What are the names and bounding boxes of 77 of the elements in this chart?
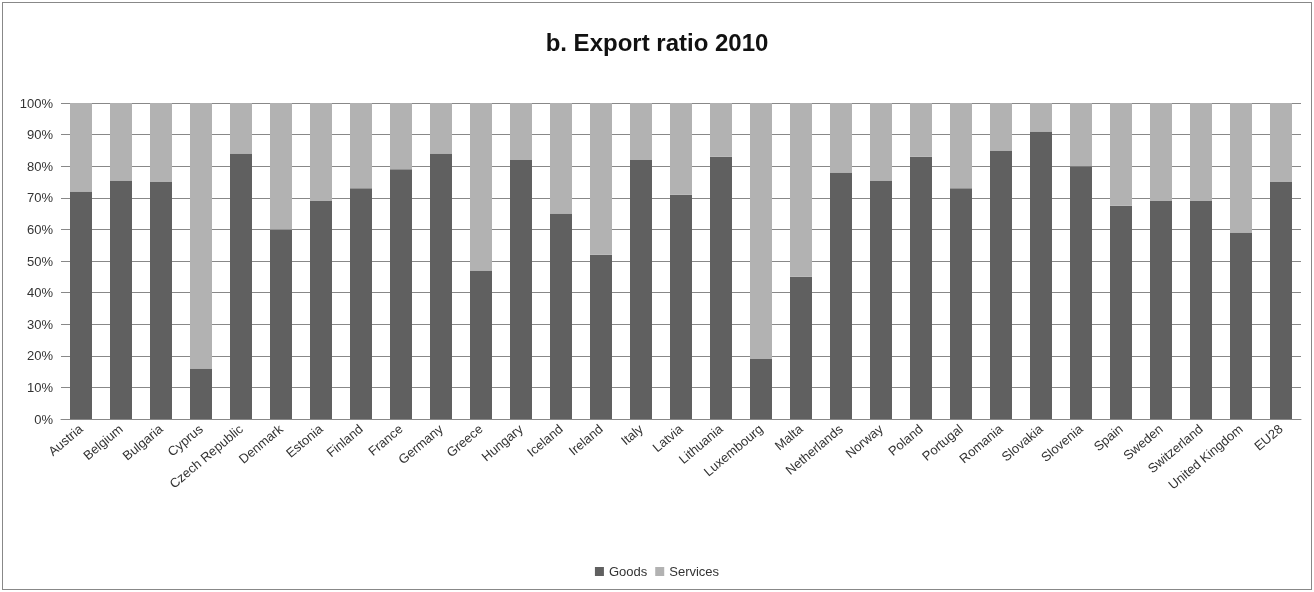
x-tick-label: Italy [617,420,647,449]
bar [750,358,772,419]
bar [1110,205,1132,419]
bar [1150,200,1172,419]
bar [550,213,572,419]
bar [270,229,292,419]
bar [310,200,332,419]
y-tick-label: 60% [26,221,54,237]
bar [950,103,972,189]
bar [430,103,452,154]
bar [590,254,612,419]
bar [870,180,892,419]
bar [510,103,532,160]
bar [150,182,172,419]
bar [1230,232,1252,419]
bar [1270,182,1292,419]
bar [1270,103,1292,182]
bar [790,103,812,277]
bar [470,270,492,419]
bar [510,159,532,419]
y-tick-label: 70% [26,190,54,206]
bar [910,156,932,419]
bar [350,188,372,419]
bar [630,159,652,419]
bar [150,103,172,182]
bar [390,103,412,170]
bar [830,172,852,419]
bar [670,103,692,195]
bar [1230,103,1252,233]
bar [1070,103,1092,167]
bar [870,103,892,181]
y-tick-label: 10% [26,379,54,395]
bar [590,103,612,255]
bar [70,191,92,419]
bar [310,103,332,201]
bar [230,103,252,154]
y-tick-label: 20% [26,348,54,364]
bar [390,169,412,419]
bar [470,103,492,271]
y-tick-label: 90% [26,127,54,143]
bar [750,103,772,359]
bar [990,103,1012,151]
bar [110,103,132,181]
bar [190,103,212,369]
bar [990,150,1012,419]
bar [230,153,252,419]
y-tick-label: 0% [34,411,54,427]
bar [950,188,972,419]
bar [710,103,732,157]
bar [1190,103,1212,201]
bar [70,103,92,192]
y-tick-label: 30% [26,316,54,332]
y-tick-label: 40% [26,285,54,301]
bar [550,103,572,214]
bar [270,103,292,230]
y-tick-label: 50% [26,253,54,269]
bar [1030,131,1052,419]
y-tick-label: 100% [19,95,54,111]
bar [830,103,852,173]
chart-title: b. Export ratio 2010 [545,28,769,56]
legend-label: Services [669,564,720,579]
bar [1110,103,1132,206]
bar [790,276,812,419]
y-tick-label: 80% [26,158,54,174]
bar [430,153,452,419]
bar [110,180,132,419]
bar [1070,166,1092,419]
bar [670,194,692,419]
bar [350,103,372,189]
bar [910,103,932,157]
bar [1150,103,1172,201]
bar [190,368,212,419]
bar [1190,200,1212,419]
legend-label: Goods [608,564,648,579]
bar [630,103,652,160]
bar [1030,103,1052,132]
bar [710,156,732,419]
